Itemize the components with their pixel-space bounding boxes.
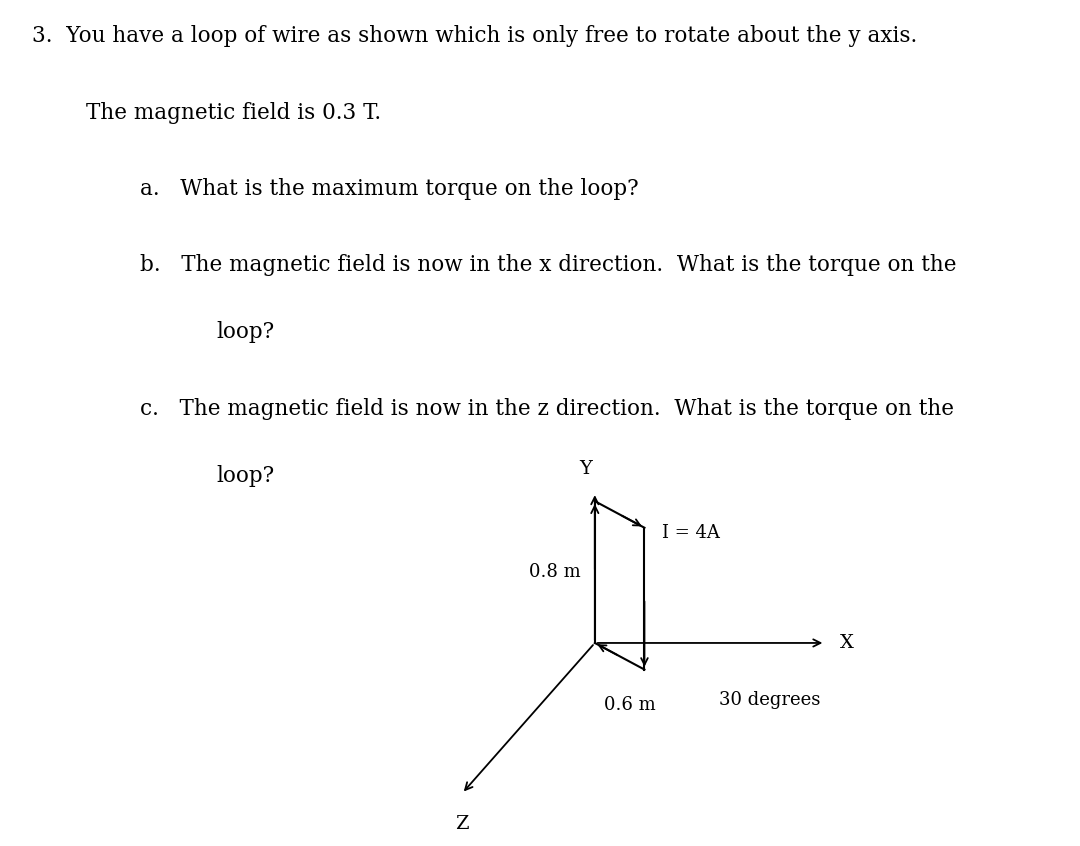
Text: X: X [839,634,853,652]
Text: loop?: loop? [216,465,274,487]
Text: The magnetic field is 0.3 T.: The magnetic field is 0.3 T. [86,102,381,124]
Text: Y: Y [580,460,593,478]
Text: loop?: loop? [216,321,274,343]
Text: a.   What is the maximum torque on the loop?: a. What is the maximum torque on the loo… [140,178,639,200]
Text: I = 4A: I = 4A [662,524,720,542]
Text: b.   The magnetic field is now in the x direction.  What is the torque on the: b. The magnetic field is now in the x di… [140,254,957,276]
Text: 0.8 m: 0.8 m [529,563,581,581]
Text: 30 degrees: 30 degrees [719,690,821,709]
Text: 0.6 m: 0.6 m [604,696,656,714]
Text: c.   The magnetic field is now in the z direction.  What is the torque on the: c. The magnetic field is now in the z di… [140,398,955,420]
Text: Z: Z [455,815,469,833]
Text: 3.  You have a loop of wire as shown which is only free to rotate about the y ax: 3. You have a loop of wire as shown whic… [32,25,918,47]
